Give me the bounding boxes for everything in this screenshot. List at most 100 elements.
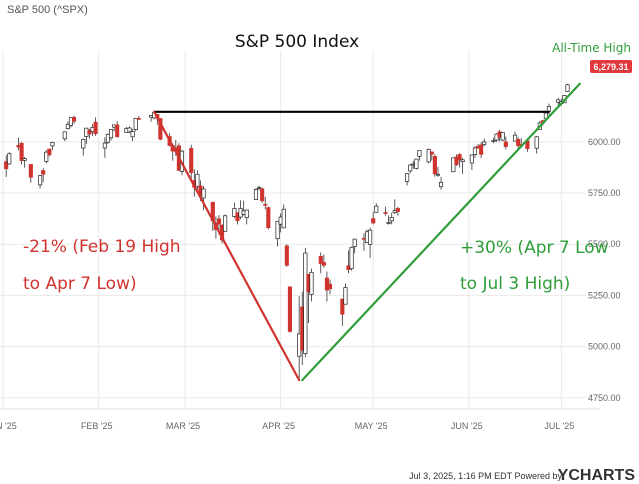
x-tick-label: APR '25 [262,421,295,431]
y-tick-label: 5750.00 [588,188,621,198]
candle [417,150,422,161]
candle [108,129,114,141]
candle-body-down [19,142,24,161]
candle-body-down [189,148,194,173]
candle-body-up [368,229,373,245]
candle [22,156,27,168]
decline-annotation-line2: to Apr 7 Low) [23,274,137,294]
candle [371,211,376,225]
candle-body-up [408,164,413,172]
candle-body-up [546,106,552,112]
candle-body-up [309,271,314,295]
candle [195,170,200,191]
candle-body-down [47,148,52,156]
candle-body-down [503,141,508,147]
candle-body-up [414,158,419,169]
candle [368,227,373,258]
candle [223,214,228,232]
candle-body-down [321,261,326,266]
x-tick-label: JAN '25 [0,421,17,431]
candle [565,83,570,93]
candle [389,212,394,225]
candle-body-down [340,298,345,315]
candle [275,220,280,247]
candle-body-up [426,149,431,163]
candle-body-up [102,142,107,149]
x-tick-label: MAY '25 [355,421,388,431]
candle [432,154,437,177]
candle [516,137,521,149]
candle-body-up [133,117,138,130]
candle-body-down [216,218,222,225]
candle-body-up [38,175,43,186]
candle-body-up [565,84,570,92]
candle-body-up [65,123,70,129]
x-tick-label: JUL '25 [544,421,574,431]
candle-body-down [136,117,141,120]
candle-body-up [469,154,474,164]
recovery-annotation-line1: +30% (Apr 7 Low [460,238,609,258]
candle [327,279,333,295]
candle-body-up [62,131,67,140]
candle [281,204,286,229]
candle-body-down [457,154,462,161]
candle-body-up [534,136,539,149]
candle [534,136,539,154]
candle-body-down [429,151,434,155]
candle-body-down [260,188,265,202]
candle [87,128,92,139]
candle-body-up [491,140,496,143]
candle [426,148,431,164]
candle-body-up [438,182,444,188]
candle [133,117,138,132]
candle [253,187,259,200]
candle [105,133,110,144]
candle [102,137,107,158]
candle [263,196,268,210]
candle [266,206,271,230]
candle-body-up [50,142,55,147]
candle-body-up [257,187,262,189]
candle [469,154,474,171]
candle-body-down [4,161,9,170]
candle [189,144,194,181]
candle-body-up [374,205,379,213]
candle [340,298,345,326]
candle-body-up [460,159,465,163]
candle-body-down [266,207,271,229]
decline-trendline [153,110,301,382]
candle-body-up [281,208,286,229]
candle [201,186,206,211]
candle [405,173,410,186]
recovery-trendline [301,82,581,382]
candle-body-up [253,189,259,200]
candle [491,137,496,144]
candle [287,286,292,333]
candle [136,115,141,120]
candle [65,121,70,130]
candle [374,203,379,213]
last-price-badge-bg [590,60,632,73]
candle [71,115,77,124]
candle-body-up [417,150,422,157]
candle-body-up [127,127,132,133]
candle [321,254,326,268]
candle-body-up [105,133,110,143]
candle-body-up [22,158,27,161]
candle [343,283,348,305]
all-time-high-label: All-Time High [552,41,631,55]
candle [457,153,462,168]
candle-body-down [263,203,268,206]
candle-body-up [130,131,135,138]
x-axis: JAN '25 FEB '25 MAR '25 APR '25 MAY '25 JUN '… [0,408,600,431]
candle [127,126,132,134]
footer-timestamp: Jul 3, 2025, 1:16 PM EDT Powered by [409,471,562,481]
candle-body-down [395,208,400,212]
y-tick-label: 6000.00 [588,137,621,147]
candle [19,141,24,165]
decline-annotation-line1: -21% (Feb 19 High [23,237,181,257]
candle-body-up [513,134,518,142]
symbol-label: S&P 500 (^SPX) [7,4,88,16]
candle-body-down [71,116,77,122]
candle [435,166,441,177]
